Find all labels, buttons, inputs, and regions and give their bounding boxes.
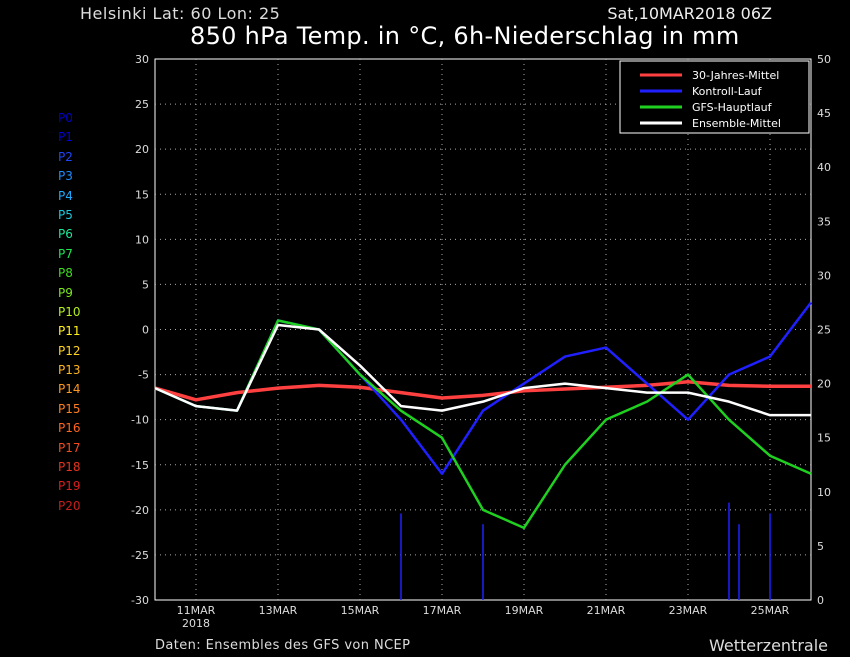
y-tick-label: -15 xyxy=(131,459,149,472)
y-tick-label: -20 xyxy=(131,504,149,517)
y-tick-label: 0 xyxy=(142,324,149,337)
x-tick-label: 17MAR xyxy=(423,604,462,617)
member-label: P3 xyxy=(58,169,73,184)
y2-tick-label: 5 xyxy=(817,540,824,553)
x-tick-label: 15MAR xyxy=(341,604,380,617)
y-tick-label: -30 xyxy=(131,594,149,607)
legend-label: Kontroll-Lauf xyxy=(692,85,763,98)
y2-tick-label: 40 xyxy=(817,161,831,174)
member-label: P11 xyxy=(58,324,81,339)
y2-tick-label: 20 xyxy=(817,378,831,391)
series-line xyxy=(154,301,812,476)
series-line xyxy=(154,323,811,417)
member-label: P7 xyxy=(58,246,73,261)
y-tick-label: -25 xyxy=(131,549,149,562)
member-label: P4 xyxy=(58,188,73,203)
member-label: P10 xyxy=(58,304,81,319)
member-label: P19 xyxy=(58,479,81,494)
y-tick-label: 30 xyxy=(135,53,149,66)
member-label: P13 xyxy=(58,363,81,378)
y-tick-label: 5 xyxy=(142,278,149,291)
y2-tick-label: 10 xyxy=(817,486,831,499)
y-tick-label: -5 xyxy=(138,369,149,382)
data-source: Daten: Ensembles des GFS von NCEP xyxy=(155,638,411,653)
member-label: P8 xyxy=(58,266,73,281)
y2-tick-label: 25 xyxy=(817,324,831,337)
member-label: P1 xyxy=(58,130,73,145)
member-label: P20 xyxy=(58,498,81,513)
x-tick-label: 19MAR xyxy=(505,604,544,617)
member-label: P12 xyxy=(58,343,81,358)
y2-tick-label: 50 xyxy=(817,53,831,66)
member-label: P17 xyxy=(58,440,81,455)
x-tick-sublabel: 2018 xyxy=(182,617,210,630)
run-date: Sat,10MAR2018 06Z xyxy=(607,4,772,23)
legend-box xyxy=(619,60,810,134)
member-label: P0 xyxy=(58,111,73,125)
y-tick-label: 25 xyxy=(135,98,149,111)
y-tick-label: 10 xyxy=(135,233,149,246)
member-label: P16 xyxy=(58,421,81,436)
member-label: P14 xyxy=(58,382,81,397)
member-label: P5 xyxy=(58,207,73,222)
y2-tick-label: 45 xyxy=(817,107,831,120)
y-tick-label: 20 xyxy=(135,143,149,156)
y-tick-label: 15 xyxy=(135,188,149,201)
brand-label: Wetterzentrale xyxy=(708,636,828,655)
y2-tick-label: 15 xyxy=(817,432,831,445)
location-label: Helsinki Lat: 60 Lon: 25 xyxy=(80,4,281,23)
x-tick-label: 11MAR xyxy=(177,604,216,617)
legend-label: 30-Jahres-Mittel xyxy=(692,69,779,82)
plot-frame xyxy=(154,58,812,601)
x-tick-label: 21MAR xyxy=(587,604,626,617)
series-line xyxy=(154,380,811,402)
member-label: P18 xyxy=(58,460,81,475)
x-tick-label: 25MAR xyxy=(751,604,790,617)
chart-title: 850 hPa Temp. in °C, 6h-Niederschlag in … xyxy=(190,22,740,50)
legend-label: Ensemble-Mittel xyxy=(692,117,781,130)
y2-tick-label: 30 xyxy=(817,269,831,282)
member-label: P6 xyxy=(58,227,73,242)
x-tick-label: 23MAR xyxy=(669,604,708,617)
y2-tick-label: 35 xyxy=(817,215,831,228)
member-label: P15 xyxy=(58,401,81,416)
legend-label: GFS-Hauptlauf xyxy=(692,101,773,114)
series-line xyxy=(154,319,812,530)
x-tick-label: 13MAR xyxy=(259,604,298,617)
member-label: P2 xyxy=(58,149,73,164)
y-tick-label: -10 xyxy=(131,414,149,427)
member-list: P0 P1 P2 P3 P4 P5 P6 P7 P8 P9 P10 P11 P12 P13 P14 P15 P1… xyxy=(58,109,81,516)
member-label: P9 xyxy=(58,285,73,300)
y2-tick-label: 0 xyxy=(817,594,824,607)
